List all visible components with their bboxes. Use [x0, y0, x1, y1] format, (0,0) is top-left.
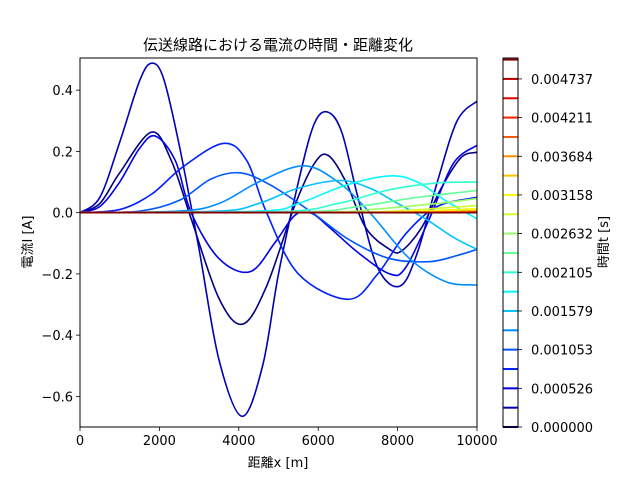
y-tick-label: 0.2: [52, 145, 73, 160]
chart-title: 伝送線路における電流の時間・距離変化: [143, 36, 413, 54]
y-axis-label: 電流I [A]: [21, 215, 36, 268]
x-axis: 0 2000 4000 6000 8000 10000: [76, 427, 498, 449]
x-tick-label: 8000: [381, 434, 414, 449]
series-line-1: [80, 62, 477, 418]
colorbar-tick-label: 0.004211: [531, 112, 593, 127]
x-tick-label: 0: [76, 434, 84, 449]
plot-frame: [79, 57, 478, 428]
y-tick-label: −0.6: [41, 390, 73, 405]
x-tick-label: 10000: [456, 434, 497, 449]
colorbar-tick-label: 0.004737: [531, 73, 593, 88]
x-tick-label: 4000: [222, 434, 255, 449]
colorbar-tick-label: 0.000526: [531, 382, 593, 397]
colorbar-tick-label: 0.001053: [531, 344, 593, 359]
x-tick-label: 6000: [302, 434, 335, 449]
series-line-5: [80, 164, 477, 286]
colorbar-tick-label: 0.001579: [531, 305, 593, 320]
colorbar-tick-label: 0.002105: [531, 266, 593, 281]
y-tick-label: 0.4: [52, 84, 73, 99]
x-axis-label: 距離x [m]: [248, 456, 309, 471]
series-line-4: [80, 171, 477, 263]
colorbar-tick-label: 0.000000: [531, 421, 593, 436]
colorbar-frame: [502, 57, 519, 428]
y-tick-label: −0.4: [41, 329, 73, 344]
series-line-2: [80, 134, 477, 277]
x-tick-label: 2000: [143, 434, 176, 449]
colorbar-label: 時間t [s]: [597, 216, 612, 268]
y-axis: 0.4 0.2 0.0 −0.2 −0.4 −0.6: [41, 84, 80, 405]
series-layer: [80, 62, 477, 418]
colorbar-tick-label: 0.003684: [531, 150, 593, 165]
y-tick-label: −0.2: [41, 268, 73, 283]
series-line-0: [80, 131, 477, 326]
y-tick-label: 0.0: [52, 207, 73, 222]
series-line-6: [80, 179, 477, 251]
colorbar-tick-label: 0.002632: [531, 228, 593, 243]
colorbar: 0.000000 0.000526 0.001053 0.001579 0.002105…: [502, 57, 612, 436]
colorbar-tick-label: 0.003158: [531, 189, 593, 204]
